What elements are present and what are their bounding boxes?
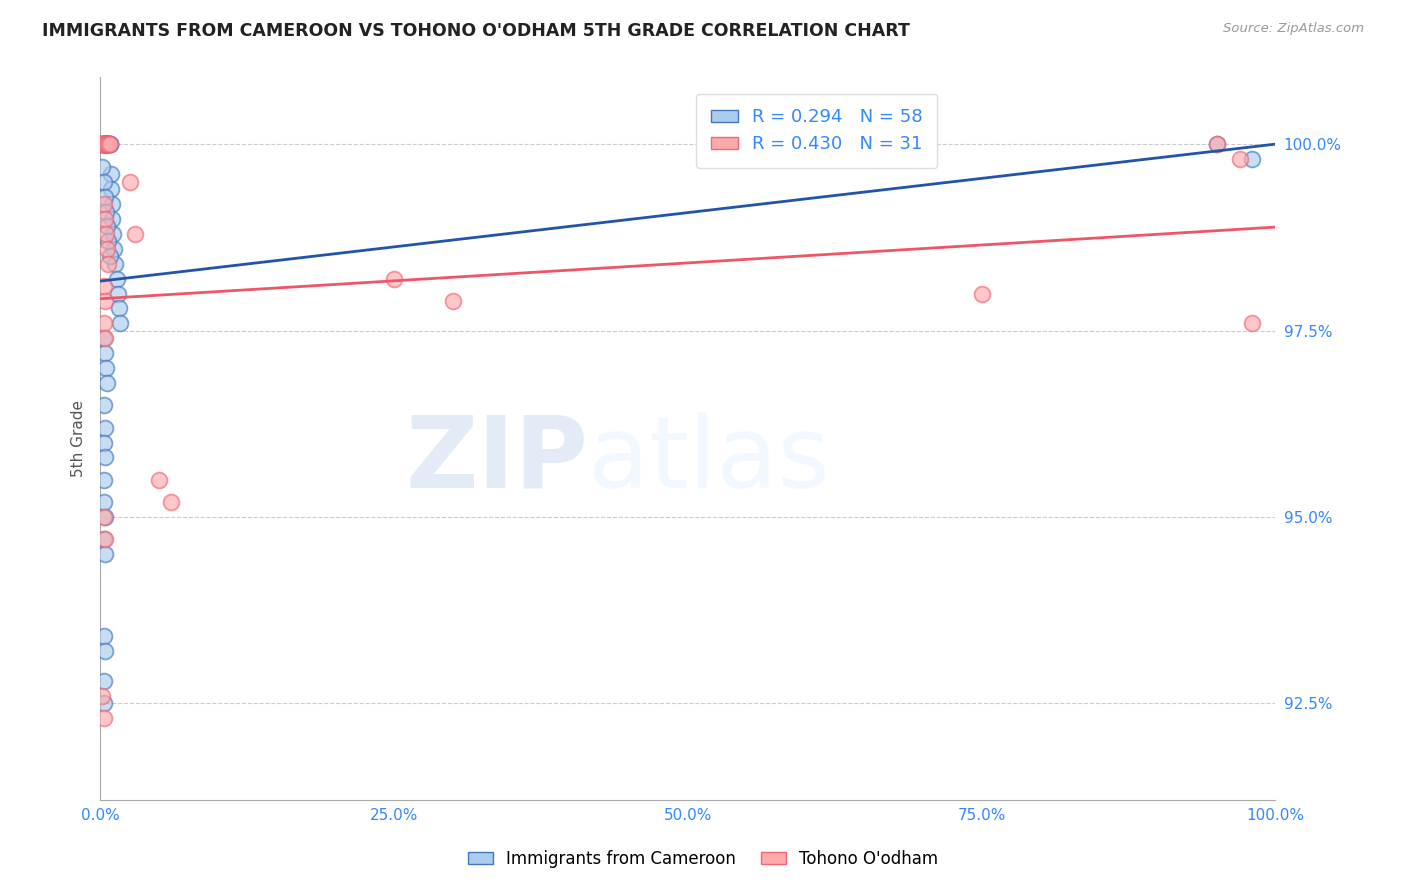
Point xyxy=(98,249,121,263)
Text: ZIP: ZIP xyxy=(405,412,588,509)
Point xyxy=(96,219,118,234)
Point xyxy=(93,533,115,547)
Point xyxy=(93,711,115,725)
Text: IMMIGRANTS FROM CAMEROON VS TOHONO O'ODHAM 5TH GRADE CORRELATION CHART: IMMIGRANTS FROM CAMEROON VS TOHONO O'ODH… xyxy=(42,22,910,40)
Point xyxy=(105,271,128,285)
Point xyxy=(90,137,112,152)
Point xyxy=(93,137,115,152)
Point xyxy=(93,495,115,509)
Point xyxy=(98,137,121,152)
Point xyxy=(96,242,118,256)
Point xyxy=(96,137,118,152)
Point xyxy=(93,696,115,710)
Point xyxy=(93,137,115,152)
Point xyxy=(91,160,114,174)
Text: Source: ZipAtlas.com: Source: ZipAtlas.com xyxy=(1223,22,1364,36)
Point xyxy=(382,271,405,285)
Point xyxy=(101,227,124,241)
Point xyxy=(93,435,115,450)
Point xyxy=(94,137,117,152)
Point xyxy=(1240,316,1263,330)
Point xyxy=(93,510,115,524)
Point xyxy=(94,204,117,219)
Point xyxy=(93,673,115,688)
Point xyxy=(93,331,115,345)
Point xyxy=(94,510,117,524)
Point xyxy=(90,137,112,152)
Point xyxy=(1240,153,1263,167)
Point xyxy=(103,242,125,256)
Point xyxy=(96,137,118,152)
Point xyxy=(441,293,464,308)
Point xyxy=(96,137,118,152)
Point xyxy=(93,473,115,487)
Point xyxy=(108,316,131,330)
Point xyxy=(94,137,117,152)
Point xyxy=(159,495,181,509)
Point xyxy=(94,137,117,152)
Point xyxy=(94,547,117,561)
Point xyxy=(94,361,117,376)
Point xyxy=(101,197,124,211)
Point xyxy=(94,450,117,465)
Point xyxy=(1205,137,1227,152)
Point xyxy=(94,346,117,360)
Point xyxy=(93,197,115,211)
Point xyxy=(98,137,121,152)
Point xyxy=(98,137,121,152)
Point xyxy=(118,175,141,189)
Point xyxy=(93,398,115,412)
Y-axis label: 5th Grade: 5th Grade xyxy=(72,401,86,477)
Point xyxy=(94,227,117,241)
Point xyxy=(91,137,114,152)
Point xyxy=(104,257,127,271)
Point xyxy=(100,182,122,196)
Point xyxy=(93,279,115,293)
Point xyxy=(108,301,131,316)
Point xyxy=(94,137,117,152)
Point xyxy=(1229,153,1251,167)
Point xyxy=(91,137,114,152)
Point xyxy=(94,137,117,152)
Point xyxy=(1205,137,1227,152)
Point xyxy=(97,137,120,152)
Point xyxy=(91,137,114,152)
Point xyxy=(97,235,120,249)
Point xyxy=(94,137,117,152)
Point xyxy=(97,257,120,271)
Point xyxy=(97,137,120,152)
Point xyxy=(148,473,170,487)
Text: atlas: atlas xyxy=(588,412,830,509)
Point xyxy=(970,286,993,301)
Point xyxy=(107,286,129,301)
Point xyxy=(96,376,118,390)
Point xyxy=(97,137,120,152)
Point xyxy=(94,420,117,434)
Point xyxy=(93,629,115,643)
Point xyxy=(93,316,115,330)
Legend: R = 0.294   N = 58, R = 0.430   N = 31: R = 0.294 N = 58, R = 0.430 N = 31 xyxy=(696,94,938,168)
Point xyxy=(94,644,117,658)
Point xyxy=(94,533,117,547)
Point xyxy=(93,137,115,152)
Point xyxy=(93,137,115,152)
Point xyxy=(94,331,117,345)
Point xyxy=(100,167,122,181)
Point xyxy=(124,227,146,241)
Point xyxy=(91,689,114,703)
Point xyxy=(94,189,117,203)
Legend: Immigrants from Cameroon, Tohono O'odham: Immigrants from Cameroon, Tohono O'odham xyxy=(461,844,945,875)
Point xyxy=(96,137,118,152)
Point xyxy=(94,137,117,152)
Point xyxy=(94,137,117,152)
Point xyxy=(93,175,115,189)
Point xyxy=(94,212,117,227)
Point xyxy=(94,293,117,308)
Point xyxy=(101,212,124,227)
Point xyxy=(97,137,120,152)
Point xyxy=(98,137,121,152)
